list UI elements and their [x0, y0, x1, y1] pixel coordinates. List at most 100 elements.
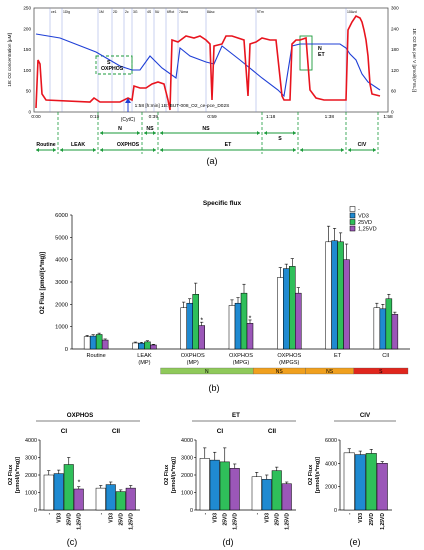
small-y-tick-label: 0 — [34, 508, 37, 514]
b-bar — [277, 277, 284, 350]
small-y-tick-label: 6000 — [325, 438, 337, 444]
state-label: NS — [146, 126, 154, 132]
legend-swatch — [349, 219, 356, 225]
b-bar — [343, 259, 350, 350]
state-bracket-arrow — [373, 148, 376, 152]
b-bar — [337, 241, 344, 350]
cytc-arrow-head — [125, 98, 131, 103]
b-bar — [289, 266, 296, 350]
small-category-label: VD3 — [265, 513, 271, 523]
small-y-tick-label: 3000 — [181, 456, 193, 462]
small-category-label: 1,25VD — [285, 513, 291, 530]
small-bar — [271, 470, 282, 511]
panel-label-e: (e) — [350, 537, 361, 547]
state-label: N — [118, 126, 122, 132]
legend-swatch — [349, 212, 356, 219]
state-bracket-arrow — [53, 148, 56, 152]
b-category-label: (MP) — [138, 360, 150, 366]
small-category-label: - — [99, 513, 105, 515]
b-bar — [83, 336, 91, 350]
state-bracket-arrow — [264, 131, 267, 135]
time-tick-label: 0:19 — [90, 114, 100, 120]
small-category-label: 25VD — [275, 513, 281, 526]
substrate-strip: N NS NS S — [160, 367, 409, 375]
b-category-label: OXPHOS — [181, 353, 205, 359]
small-bar — [73, 488, 84, 511]
left-tick-label: 200 — [23, 26, 31, 31]
small-bar — [115, 491, 126, 511]
b-y-tick-label: 2000 — [55, 302, 68, 308]
small-bar — [95, 487, 106, 511]
b-bar — [144, 341, 151, 350]
small-bar — [354, 454, 366, 511]
b-bar — [246, 323, 254, 350]
small-y-tick-label: 0 — [334, 508, 337, 514]
event-marker-label: 6Rot — [167, 10, 174, 14]
b-category-label: (MPG) — [233, 360, 250, 366]
event-marker-label: 9Tm — [257, 10, 264, 14]
event-marker-label: 3G — [133, 10, 138, 14]
group-label: CII — [268, 428, 276, 435]
small-y-axis-label: O2 Flux — [8, 464, 14, 485]
time-tick-label: 0:39 — [149, 114, 159, 120]
event-marker-label: 7Ama — [179, 10, 188, 14]
b-y-axis-label: O2 Flux [pmol/(s*mg)] — [40, 252, 46, 314]
state-bracket-arrow — [293, 131, 296, 135]
b-category-label: (MP) — [187, 360, 199, 366]
event-marker-label: 8Asc — [207, 10, 215, 14]
b-bar — [373, 307, 381, 350]
b-category-label: CII — [382, 353, 390, 359]
substrate-strip-label: NS — [326, 369, 334, 375]
b-bar — [101, 339, 109, 350]
small-y-tick-label: 4000 — [25, 438, 37, 444]
event-marker-label: 10Azd — [347, 10, 357, 14]
small-bar — [105, 484, 116, 511]
civ-chart: CIV 0 2000 4000 6000 O2 Flux [pmol/(s*mg)] - VD3… — [308, 412, 396, 530]
small-category-label: - — [347, 513, 353, 515]
small-bar — [53, 473, 64, 511]
state-brackets: N NS Routine LEAK OXPHOS ET S CIV NS — [36, 112, 379, 154]
state-label: CIV — [358, 142, 367, 148]
b-category-label: OXPHOS — [229, 353, 253, 359]
group-label: CI — [217, 428, 224, 435]
small-category-label: 1,25VD — [77, 513, 83, 530]
b-category-label: Routine — [87, 353, 106, 359]
small-category-label: 1,25VD — [233, 513, 239, 530]
small-y-tick-label: 2000 — [181, 473, 193, 479]
state-bracket-arrow — [36, 148, 39, 152]
significance-marker: * — [200, 318, 203, 325]
left-tick-label: 100 — [23, 68, 31, 73]
right-tick-label: 120 — [391, 68, 399, 73]
left-tick-label: 150 — [23, 47, 31, 52]
event-marker-label: 2c — [125, 10, 129, 14]
small-bar — [43, 474, 54, 511]
event-marker-label: 5U — [155, 10, 160, 14]
state-bracket-arrow — [160, 131, 163, 135]
event-marker-label: 4S — [147, 10, 152, 14]
small-y-tick-label: 3000 — [25, 456, 37, 462]
et-complex-chart: ET 0 1000 2000 3000 4000 O2 Flux [pmol/(s*mg)] C… — [164, 412, 296, 530]
time-tick-label: 1:58 — [383, 114, 393, 120]
state-bracket-arrow — [137, 131, 140, 135]
legend-swatch — [349, 206, 356, 212]
small-category-label: - — [203, 513, 209, 515]
state-label: NS — [202, 126, 210, 132]
b-bar — [325, 241, 332, 350]
right-tick-label: 0 — [391, 110, 394, 115]
b-y-tick-label: 1000 — [55, 325, 68, 331]
small-y-tick-label: 1000 — [25, 491, 37, 497]
legend-label: VD3 — [358, 214, 369, 220]
small-bar — [365, 453, 377, 511]
state-label: OXPHOS — [117, 142, 140, 148]
left-tick-label: 50 — [26, 89, 32, 94]
small-bar — [209, 459, 220, 511]
b-y-tick-label: 3000 — [55, 280, 68, 286]
b-y-tick-label: 6000 — [55, 213, 68, 219]
state-label: LEAK — [71, 142, 85, 148]
right-tick-label: 60 — [391, 89, 397, 94]
trace-left-ticks: 0 50 100 150 200 250 — [23, 6, 31, 115]
panel-b-title: Specific flux — [203, 200, 242, 207]
b-bar — [186, 302, 193, 350]
legend-label: - — [358, 207, 360, 213]
state-bracket-arrow — [153, 131, 156, 135]
